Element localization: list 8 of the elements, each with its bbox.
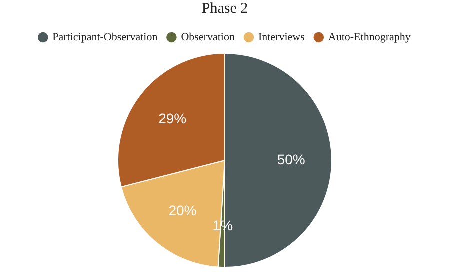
- chart-title: Phase 2: [202, 0, 248, 17]
- legend-label: Interviews: [258, 31, 305, 44]
- legend-label: Observation: [181, 31, 236, 44]
- legend-label: Participant-Observation: [52, 31, 158, 44]
- data-label: 29%: [158, 110, 187, 127]
- data-label: 20%: [168, 202, 197, 218]
- data-label: 50%: [277, 151, 306, 168]
- legend-label: Auto-Ethnography: [328, 31, 412, 44]
